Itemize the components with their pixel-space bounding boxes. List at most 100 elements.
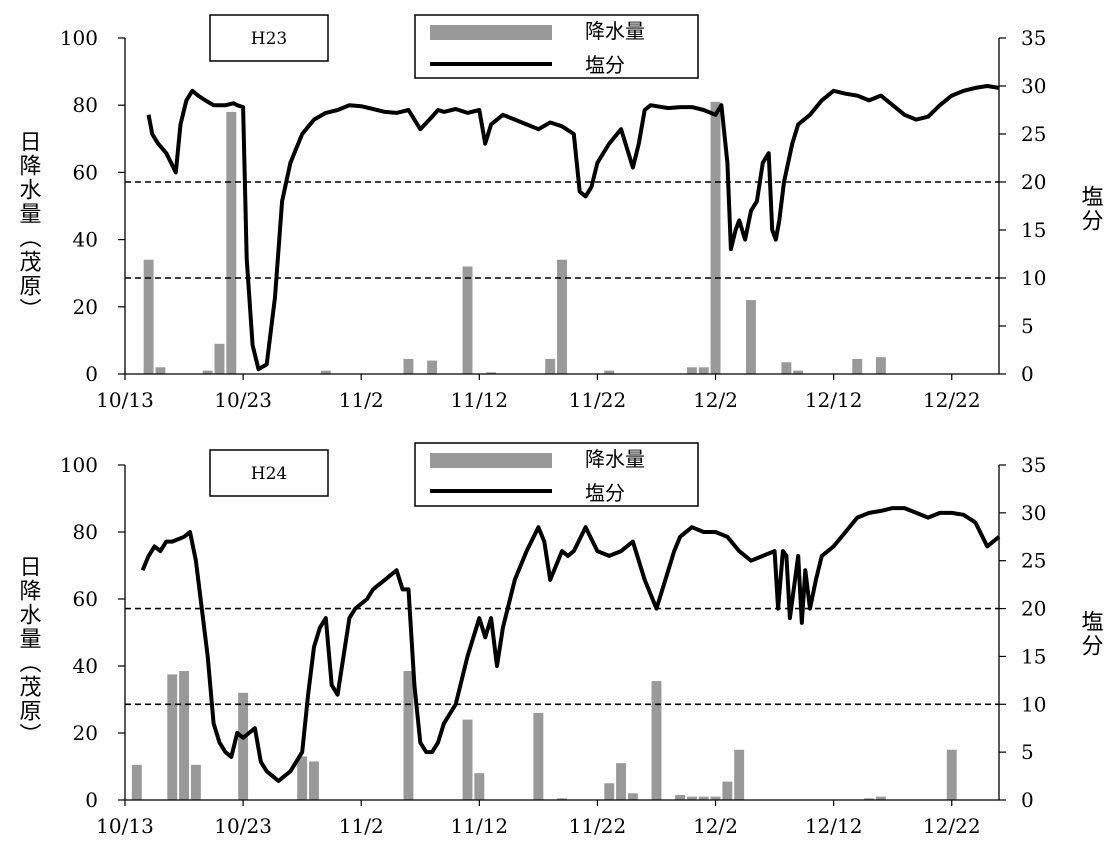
rain-bar <box>226 111 237 375</box>
rain-bar <box>403 671 414 800</box>
y-right-tick-label: 5 <box>1021 740 1034 764</box>
rain-bar <box>427 360 438 374</box>
x-tick-label: 10/23 <box>214 814 272 838</box>
y-right-tick-label: 10 <box>1021 692 1046 716</box>
x-tick-label: 11/2 <box>339 388 384 412</box>
chart-panel-h23: 0 20 40 60 80 100 0 5 10 15 20 25 30 35 10/13 10/23 11/2… <box>16 14 1104 412</box>
y-right-tick-label: 20 <box>1021 170 1046 194</box>
x-tick-label: 10/13 <box>96 388 154 412</box>
y-left-tick-label: 60 <box>73 160 98 184</box>
rain-bar <box>155 367 166 374</box>
rain-bar <box>403 358 414 374</box>
legend-rain-label: 降水量 <box>585 447 645 471</box>
rain-bar <box>675 794 686 800</box>
rain-bar <box>309 761 319 800</box>
rain-bar <box>686 796 697 800</box>
rain-bar <box>533 712 544 800</box>
rain-bar <box>746 300 756 374</box>
x-tick-label: 11/12 <box>451 388 509 412</box>
rain-bar <box>474 773 485 800</box>
y-left-label: 日降水量（茂原） <box>16 130 42 322</box>
y-right-tick-label: 30 <box>1021 74 1046 98</box>
y-right-tick-label: 15 <box>1021 644 1046 668</box>
salinity-line <box>140 506 1001 783</box>
legend-rain-swatch <box>430 25 552 40</box>
y-left-tick-label: 80 <box>73 520 98 544</box>
title-box <box>209 14 329 62</box>
y-left-tick-label: 0 <box>85 362 98 386</box>
rainfall-bars <box>131 671 957 800</box>
rain-bar <box>462 719 473 800</box>
legend-rain-swatch <box>430 453 552 468</box>
legend-salinity-label: 塩分 <box>585 53 625 77</box>
x-tick-label: 10/13 <box>96 814 154 838</box>
rainfall-bars <box>143 101 886 375</box>
reference-lines <box>125 607 999 706</box>
y-right-tick-label: 0 <box>1021 362 1034 386</box>
y-right-tick-label: 35 <box>1021 26 1046 50</box>
chart-title: H23 <box>251 29 287 49</box>
rain-bar <box>557 259 567 374</box>
y-left-tick-label: 40 <box>73 228 98 252</box>
x-tick-label: 12/22 <box>923 814 981 838</box>
rain-bar <box>214 343 225 374</box>
rain-bar <box>297 756 308 800</box>
y-left-tick-label: 40 <box>73 654 98 678</box>
chart-panel-h24: 0 20 40 60 80 100 0 5 10 15 20 25 30 35 10/13 10/23 11/2… <box>16 442 1104 838</box>
rain-bar <box>875 357 886 374</box>
rain-bar <box>616 763 627 800</box>
tick-labels: 0 20 40 60 80 100 0 5 10 15 20 25 30 35 10/13 10/23 11/2… <box>60 453 1047 838</box>
rain-bar <box>627 793 638 800</box>
rain-bar <box>946 749 957 800</box>
y-left-tick-label: 100 <box>60 26 98 50</box>
rain-bar <box>604 370 615 374</box>
x-tick-label: 11/12 <box>451 814 509 838</box>
rain-bar <box>167 674 178 800</box>
rain-bar <box>781 362 792 374</box>
y-right-tick-label: 25 <box>1021 122 1046 146</box>
y-right-tick-label: 15 <box>1021 218 1046 242</box>
rain-bar <box>486 372 497 374</box>
rain-bar <box>179 671 190 800</box>
rain-bar <box>710 101 721 374</box>
x-tick-label: 10/23 <box>214 388 272 412</box>
y-left-tick-label: 20 <box>73 721 98 745</box>
y-right-label: 塩分 <box>1078 610 1104 658</box>
y-left-label: 日降水量（茂原） <box>16 555 42 747</box>
rain-bar <box>864 798 875 800</box>
rain-bar <box>651 681 662 800</box>
rain-bar <box>852 358 863 374</box>
rain-bar <box>698 796 709 800</box>
y-left-tick-label: 100 <box>60 453 98 477</box>
tick-labels: 0 20 40 60 80 100 0 5 10 15 20 25 30 35 10/13 10/23 11/2… <box>60 26 1047 412</box>
y-left-tick-label: 20 <box>73 295 98 319</box>
rain-bar <box>202 370 213 374</box>
y-right-tick-label: 5 <box>1021 314 1034 338</box>
legend: 降水量 塩分 <box>414 442 699 507</box>
y-right-tick-label: 25 <box>1021 549 1046 573</box>
y-right-tick-label: 10 <box>1021 266 1046 290</box>
x-tick-label: 11/2 <box>339 814 384 838</box>
rain-bar <box>190 764 201 800</box>
rain-bar <box>320 370 331 374</box>
x-tick-label: 11/22 <box>569 388 627 412</box>
legend: 降水量 塩分 <box>414 14 699 79</box>
salinity-line <box>146 84 1000 372</box>
axes <box>118 37 1006 380</box>
chart-title: H24 <box>251 464 287 484</box>
rain-bar <box>238 692 249 800</box>
y-left-tick-label: 60 <box>73 587 98 611</box>
y-right-tick-label: 20 <box>1021 597 1046 621</box>
y-left-tick-label: 0 <box>85 788 98 812</box>
rain-bar <box>686 367 697 374</box>
x-tick-label: 12/2 <box>693 388 738 412</box>
x-tick-label: 12/12 <box>805 388 863 412</box>
y-right-tick-label: 0 <box>1021 788 1034 812</box>
rain-bar <box>734 749 745 800</box>
legend-box <box>414 442 699 507</box>
rain-bar <box>793 370 804 374</box>
reference-lines <box>125 181 999 279</box>
x-tick-label: 12/12 <box>805 814 863 838</box>
rain-bar <box>722 781 733 800</box>
